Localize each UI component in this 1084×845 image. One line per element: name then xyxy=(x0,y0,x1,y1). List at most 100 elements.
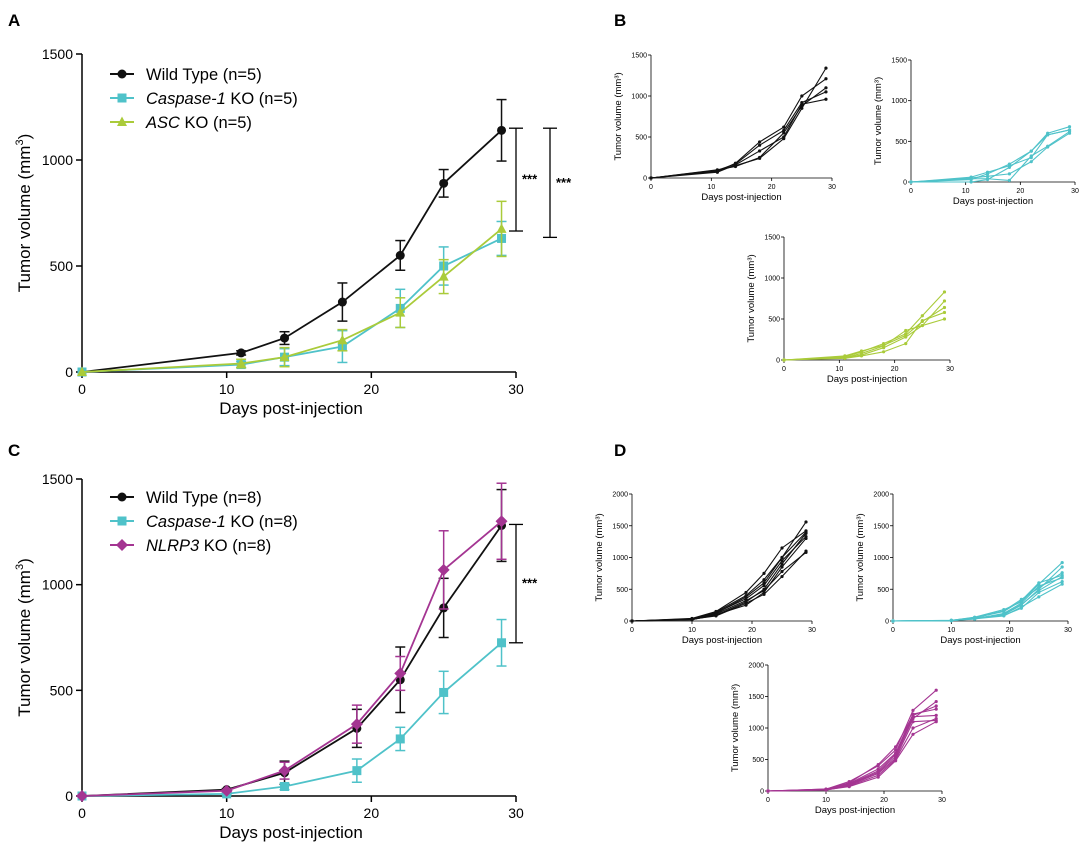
panel-b-wild-type-animal-point xyxy=(758,155,762,160)
panel-a-line-teal xyxy=(81,237,502,373)
panel-a-x-tick-label: 0 xyxy=(78,381,86,397)
panel-d-nlrp3-animal-point xyxy=(894,752,898,757)
panel-d-nlrp3-animal-point xyxy=(876,771,880,775)
panel-d-caspase-y-tick-label: 0 xyxy=(885,619,889,626)
panel-d-caspase-animal-point xyxy=(1037,581,1041,585)
panel-c-point-magenta xyxy=(437,563,450,576)
panel-a-legend: Wild Type (n=5) Caspase-1 KO (n=5) ASC K… xyxy=(110,66,298,132)
panel-d-caspase-animal-line xyxy=(892,576,1063,622)
legend-marker-circle xyxy=(117,69,127,79)
panel-a-y-tick-label: 0 xyxy=(65,364,73,380)
panel-a-point-green xyxy=(438,271,449,281)
panel-c-x-tick-label: 20 xyxy=(364,805,380,821)
panel-d-caspase-animal-point xyxy=(1037,588,1041,593)
panel-d-caspase-animal-point xyxy=(949,618,953,623)
panel-b-wild-type-animal-point xyxy=(758,149,762,153)
panel-b-caspase-x-tick-label: 20 xyxy=(1016,188,1024,195)
panel-d-nlrp3-animal-point xyxy=(934,720,938,724)
panel-d-wild-type-animal-point xyxy=(780,565,784,569)
panel-b-caspase-x-axis-title: Days post-injection xyxy=(953,196,1033,207)
panel-d-nlrp3: 0 500 1000 1500 2000 0 10 20 30 Days post-injecti… xyxy=(730,663,946,817)
legend-marker-triangle xyxy=(117,116,127,126)
panel-b-caspase-y-tick-label: 1500 xyxy=(891,58,907,65)
panel-d-wild-type-animal-line xyxy=(631,533,807,622)
panel-b-asc-animal-point xyxy=(782,358,786,362)
panel-c-point-teal xyxy=(352,766,362,776)
panel-d-caspase-animal-point xyxy=(1060,574,1064,579)
panel-d-caspase-y-tick-label: 1500 xyxy=(873,523,889,530)
panel-d-caspase-x-axis-title: Days post-injection xyxy=(940,635,1020,646)
panel-c-point-magenta xyxy=(278,764,291,777)
panel-c-point-magenta xyxy=(76,790,88,802)
panel-d-nlrp3-x-tick-label: 0 xyxy=(766,797,770,804)
panel-d-nlrp3-animal-point xyxy=(911,708,915,712)
panel-d-nlrp3-animal-point xyxy=(911,715,915,719)
legend-a-asc: ASC KO (n=5) xyxy=(145,114,252,132)
panel-b-asc-animal-point xyxy=(904,328,908,333)
legend-c-nlrp3: NLRP3 KO (n=8) xyxy=(146,537,271,555)
panel-b-asc-animal-point xyxy=(882,344,886,348)
panel-d-nlrp3-y-axis-title: Tumor volume (mm³) xyxy=(730,684,741,772)
panel-d-caspase-x-tick-label: 30 xyxy=(1064,627,1072,634)
panel-b-wild-type-y-axis-title: Tumor volume (mm³) xyxy=(613,72,624,160)
panel-c-x-axis-title: Days post-injection xyxy=(219,823,363,842)
panel-a-x-tick-label: 30 xyxy=(508,381,524,397)
panel-letter-a: A xyxy=(8,11,20,30)
panel-b-asc-animal-point xyxy=(942,310,947,315)
panel-b-asc-animal-point xyxy=(882,350,886,354)
panel-b-caspase-animal-point xyxy=(909,180,913,184)
panel-a-y-tick-label: 1000 xyxy=(42,152,73,168)
panel-d-wild-type-x-tick-label: 10 xyxy=(688,627,696,634)
panel-d-nlrp3-x-tick-label: 30 xyxy=(938,797,946,804)
panel-d-wild-type-y-axis-title: Tumor volume (mm³) xyxy=(594,513,605,601)
panel-d-wild-type-animal-point xyxy=(762,588,766,593)
panel-d-nlrp3-animal-point xyxy=(911,720,915,724)
panel-c-x-tick-label: 10 xyxy=(219,805,235,821)
panel-d-nlrp3-animal-point xyxy=(876,769,880,773)
panel-b-caspase-animal-point xyxy=(1029,160,1033,164)
panel-d-caspase-animal-point xyxy=(973,616,977,621)
panel-a-point-black xyxy=(236,348,246,358)
panel-b-wild-type-y-tick-label: 1000 xyxy=(631,94,647,101)
panel-b-caspase-animal-point xyxy=(985,177,990,181)
panel-d-caspase-animal-point xyxy=(1060,571,1064,575)
panel-b-asc-x-tick-label: 10 xyxy=(835,366,843,373)
panel-d-caspase-animal-point xyxy=(1060,580,1064,584)
panel-a-line-black xyxy=(81,129,503,373)
panel-d-wild-type-animal-point xyxy=(780,546,784,550)
panel-d-wild-type-y-tick-label: 500 xyxy=(616,587,628,594)
panel-b-wild-type-animal-point xyxy=(758,143,762,147)
panel-d-nlrp3-animal-point xyxy=(847,784,851,789)
panel-c-y-tick-label: 1000 xyxy=(42,577,73,593)
panel-b-asc-animal-point xyxy=(942,305,947,310)
panel-d-nlrp3-animal-line xyxy=(767,689,937,792)
panel-c-series-teal xyxy=(77,618,507,801)
panel-d-nlrp3-animal-point xyxy=(894,759,898,763)
panel-d-nlrp3-animal-point xyxy=(934,707,938,711)
panel-letter-b: B xyxy=(614,11,626,30)
panel-a-x-tick-label: 10 xyxy=(219,381,235,397)
panel-d-wild-type-y-tick-label: 1500 xyxy=(612,523,628,530)
panel-d-caspase-animal-point xyxy=(1002,609,1006,613)
panel-c-point-teal xyxy=(497,638,507,648)
panel-a-significance-label: *** xyxy=(556,175,572,190)
panel-b-asc-animal-point xyxy=(942,317,947,321)
panel-d-caspase-y-tick-label: 500 xyxy=(877,587,889,594)
panel-b-asc-animal-point xyxy=(859,354,864,358)
panel-d-caspase-animal-point xyxy=(1002,612,1006,616)
panel-a-significance-label: *** xyxy=(522,172,538,187)
panel-d-nlrp3-animal-point xyxy=(934,699,938,704)
panel-b-caspase-animal-point xyxy=(969,177,973,182)
panel-d-wild-type-animal-point xyxy=(804,530,808,534)
panel-d-wild-type-x-tick-label: 30 xyxy=(808,627,816,634)
panel-b-caspase-animal-point xyxy=(969,180,973,184)
panel-a-series-green xyxy=(77,200,507,376)
panel-b-caspase-animal-point xyxy=(1067,128,1072,132)
panel-d-wild-type-animal-point xyxy=(744,590,748,595)
panel-d-wild-type-y-tick-label: 1000 xyxy=(612,555,628,562)
panel-b-wild-type-y-tick-label: 0 xyxy=(643,176,647,183)
panel-c-point-teal xyxy=(280,781,290,791)
panel-d-nlrp3-x-tick-label: 10 xyxy=(822,797,830,804)
